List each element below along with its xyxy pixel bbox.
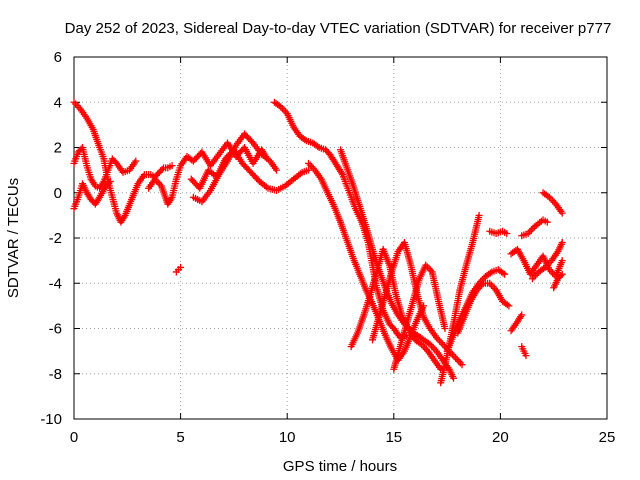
- data-point: [305, 159, 313, 167]
- data-point: [489, 283, 497, 291]
- axis-ticks: 0 5 10 15 20 25 -10 -8 -6 -4 -2 0 2 4 6: [40, 49, 615, 446]
- data-point: [429, 344, 437, 352]
- data-point: [501, 270, 509, 278]
- data-point: [306, 161, 314, 169]
- data-point: [455, 357, 463, 365]
- data-point: [441, 325, 449, 332]
- data-point: [503, 229, 511, 237]
- y-tick-label: -2: [49, 230, 62, 247]
- y-tick-label: -10: [40, 411, 62, 428]
- y-axis-label: SDTVAR / TECUs: [5, 178, 22, 298]
- grid-lines: [74, 57, 607, 419]
- data-point: [308, 163, 316, 171]
- data-point: [273, 166, 281, 174]
- data-point: [543, 218, 551, 226]
- data-point: [106, 177, 114, 185]
- data-point: [558, 257, 566, 265]
- data-point: [558, 270, 566, 278]
- data-point: [486, 269, 494, 277]
- data-point: [177, 263, 185, 271]
- data-point: [158, 165, 166, 173]
- data-point: [453, 356, 461, 364]
- data-point: [436, 337, 444, 345]
- x-tick-label: 0: [70, 429, 78, 446]
- data-point: [452, 354, 460, 362]
- data-point: [314, 142, 322, 150]
- x-tick-label: 10: [279, 429, 296, 446]
- data-point: [558, 239, 566, 247]
- data-point: [450, 352, 458, 360]
- chart-title: Day 252 of 2023, Sidereal Day-to-day VTE…: [65, 20, 612, 37]
- y-tick-label: -6: [49, 321, 62, 338]
- data-point: [518, 311, 526, 319]
- data-point: [72, 100, 80, 108]
- y-tick-label: -4: [49, 275, 62, 292]
- data-point: [105, 179, 113, 187]
- x-tick-label: 15: [385, 429, 402, 446]
- x-tick-label: 20: [492, 429, 509, 446]
- data-point: [280, 106, 288, 114]
- data-point: [527, 226, 535, 234]
- data-point: [549, 197, 557, 205]
- data-points: [70, 98, 566, 387]
- data-point: [305, 166, 313, 174]
- x-tick-label: 25: [599, 429, 616, 446]
- data-point: [522, 352, 530, 360]
- data-point: [475, 211, 483, 219]
- data-point: [487, 281, 495, 289]
- y-tick-label: -8: [49, 366, 62, 383]
- plot-frame: [73, 56, 608, 420]
- data-point: [456, 359, 464, 367]
- y-tick-label: 2: [54, 140, 62, 157]
- data-point: [558, 209, 566, 217]
- data-point: [449, 374, 457, 382]
- data-point: [499, 269, 507, 277]
- data-point: [73, 102, 81, 110]
- data-point: [505, 302, 513, 310]
- data-point: [557, 272, 565, 280]
- data-point: [70, 98, 78, 106]
- data-point: [168, 162, 176, 170]
- x-axis-label: GPS time / hours: [283, 458, 397, 475]
- data-point: [154, 179, 162, 187]
- y-tick-label: 0: [54, 185, 62, 202]
- data-point: [132, 157, 140, 165]
- data-point: [301, 136, 309, 144]
- x-tick-label: 5: [176, 429, 184, 446]
- data-point: [503, 301, 511, 309]
- y-tick-label: 4: [54, 94, 62, 111]
- y-tick-label: 6: [54, 49, 62, 66]
- data-point: [458, 361, 466, 369]
- data-point: [437, 339, 445, 347]
